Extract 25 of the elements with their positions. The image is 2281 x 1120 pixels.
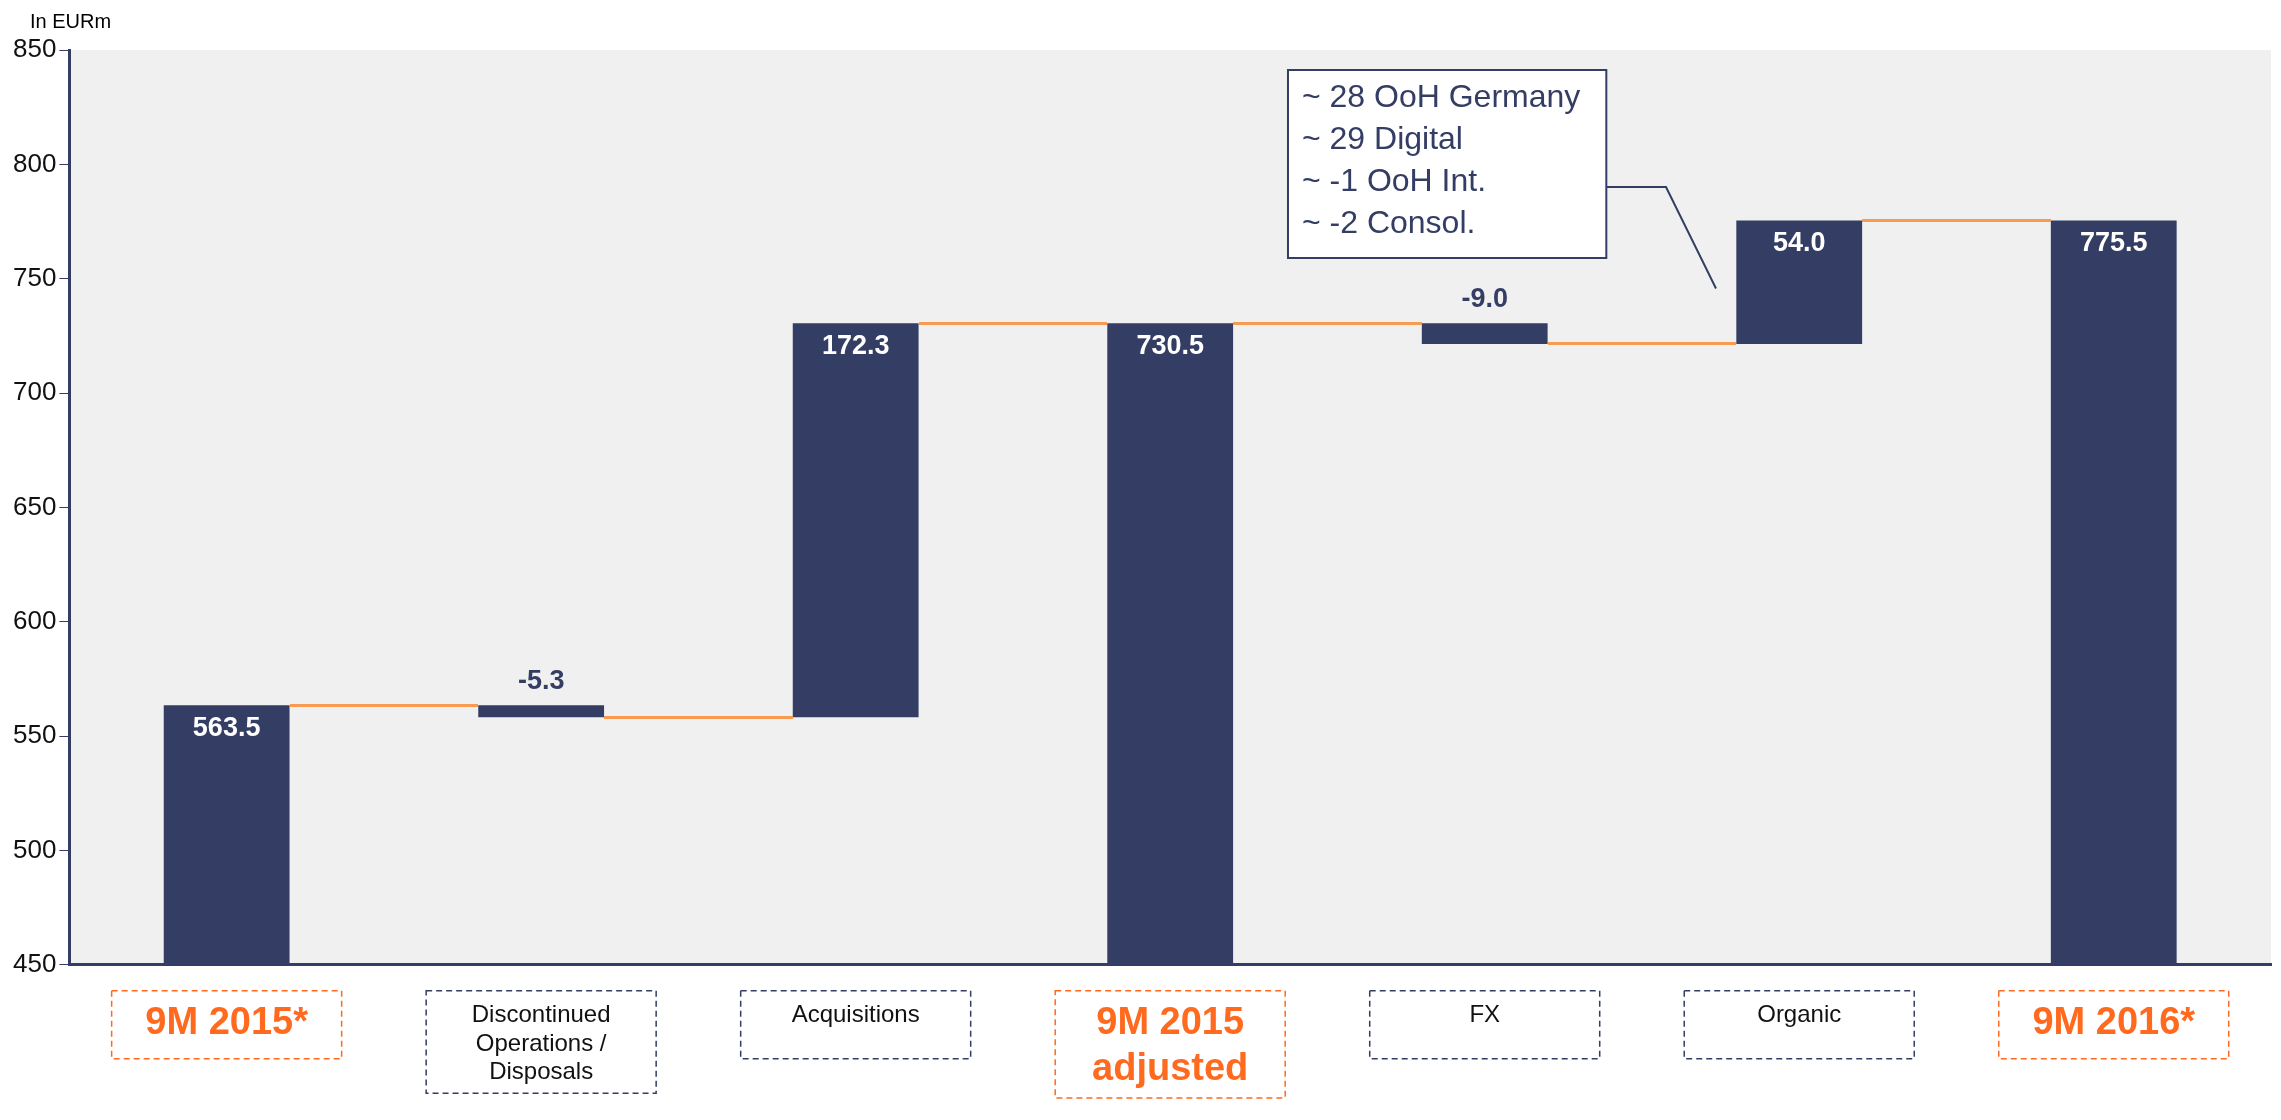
x-tick-label: 9M 2015*: [145, 1000, 309, 1043]
data-label: 172.3: [821, 330, 890, 361]
x-tick-label: 9M 2016*: [2032, 1000, 2196, 1043]
x-tick-label: Acquisitions: [791, 999, 920, 1027]
data-label: 54.0: [1772, 227, 1826, 258]
x-tick-label: FX: [1469, 999, 1501, 1027]
y-tick-label: 600: [12, 604, 57, 635]
y-tick-label: 550: [12, 719, 57, 750]
data-label: -5.3: [517, 665, 565, 696]
y-tick-label: 800: [12, 147, 57, 178]
annotation: ~ 28 OoH Germany ~ 29 Digital ~ -1 OoH Int. ~ -2 Consol.: [1301, 77, 1581, 240]
y-tick-label: 700: [12, 376, 57, 407]
y-axis-title: In EURm: [30, 9, 112, 32]
data-label: 730.5: [1136, 330, 1204, 361]
data-label: -9.0: [1461, 283, 1508, 314]
y-tick-label: 500: [12, 833, 57, 864]
y-tick-label: 850: [12, 33, 57, 64]
x-tick-label: Discontinued Operations / Disposals: [471, 999, 611, 1085]
y-tick-label: 750: [12, 261, 57, 292]
y-tick-label: 450: [12, 947, 57, 978]
x-tick-label: 9M 2015 adjusted: [1092, 1000, 1249, 1088]
data-label: 563.5: [192, 712, 261, 743]
x-tick-label: Organic: [1757, 999, 1842, 1027]
data-label: 775.5: [2079, 227, 2148, 258]
y-tick-label: 650: [12, 490, 57, 521]
